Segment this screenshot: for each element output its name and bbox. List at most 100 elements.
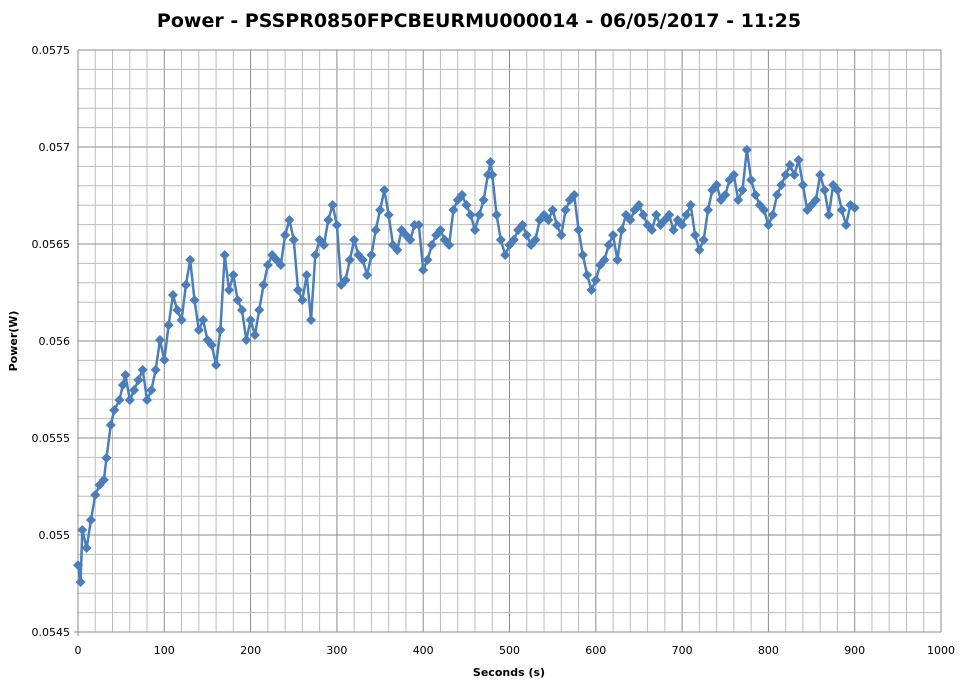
x-tick-label: 200 bbox=[240, 644, 261, 657]
y-axis-title: Power(W) bbox=[7, 311, 20, 372]
data-point bbox=[823, 209, 834, 220]
data-point bbox=[681, 209, 692, 220]
data-point bbox=[586, 284, 597, 295]
data-point bbox=[797, 180, 808, 191]
data-point bbox=[327, 200, 338, 211]
data-point bbox=[77, 524, 88, 535]
data-point bbox=[228, 270, 239, 281]
data-point bbox=[469, 225, 480, 236]
data-point bbox=[815, 169, 826, 180]
data-point bbox=[176, 315, 187, 326]
data-point bbox=[413, 219, 424, 230]
data-point bbox=[832, 185, 843, 196]
data-point bbox=[306, 315, 317, 326]
y-tick-label: 0.0555 bbox=[32, 432, 71, 445]
data-point bbox=[150, 364, 161, 375]
data-point bbox=[677, 219, 688, 230]
data-point bbox=[375, 205, 386, 216]
data-point bbox=[211, 360, 222, 371]
x-tick-label: 600 bbox=[585, 644, 606, 657]
data-point bbox=[603, 239, 614, 250]
data-point bbox=[690, 230, 701, 241]
data-point bbox=[98, 474, 109, 485]
x-tick-label: 100 bbox=[154, 644, 175, 657]
data-point bbox=[236, 304, 247, 315]
data-point bbox=[331, 219, 342, 230]
data-point bbox=[485, 156, 496, 167]
data-point bbox=[172, 304, 183, 315]
data-point bbox=[275, 259, 286, 270]
data-point bbox=[465, 209, 476, 220]
data-point bbox=[180, 279, 191, 290]
data-point bbox=[137, 364, 148, 375]
data-point bbox=[193, 324, 204, 335]
data-point bbox=[810, 194, 821, 205]
data-point bbox=[81, 542, 92, 553]
chart-title: Power - PSSPR0850FPCBEURMU000014 - 06/05… bbox=[157, 10, 801, 32]
x-tick-label: 0 bbox=[75, 644, 82, 657]
x-tick-label: 400 bbox=[413, 644, 434, 657]
y-tick-label: 0.0575 bbox=[32, 44, 71, 57]
data-point bbox=[310, 250, 321, 261]
data-point bbox=[702, 205, 713, 216]
data-point bbox=[784, 160, 795, 171]
data-point bbox=[590, 275, 601, 286]
data-point bbox=[491, 209, 502, 220]
data-point bbox=[573, 225, 584, 236]
data-point bbox=[105, 420, 116, 431]
data-point bbox=[392, 245, 403, 256]
data-point bbox=[569, 189, 580, 200]
data-point bbox=[461, 200, 472, 211]
data-point bbox=[780, 169, 791, 180]
data-point bbox=[366, 250, 377, 261]
data-point bbox=[750, 189, 761, 200]
data-point bbox=[638, 209, 649, 220]
data-point bbox=[101, 452, 112, 463]
data-point bbox=[759, 205, 770, 216]
data-point bbox=[487, 169, 498, 180]
data-point bbox=[772, 189, 783, 200]
data-point bbox=[262, 259, 273, 270]
data-point bbox=[318, 239, 329, 250]
data-point bbox=[733, 194, 744, 205]
data-point bbox=[426, 239, 437, 250]
data-point bbox=[646, 225, 657, 236]
data-point bbox=[556, 230, 567, 241]
data-point bbox=[547, 205, 558, 216]
data-point bbox=[746, 174, 757, 185]
data-point bbox=[258, 279, 269, 290]
data-point bbox=[741, 144, 752, 155]
data-point bbox=[577, 250, 588, 261]
data-point bbox=[124, 394, 135, 405]
data-point bbox=[728, 169, 739, 180]
data-point bbox=[117, 380, 128, 391]
data-point bbox=[767, 209, 778, 220]
data-point bbox=[612, 254, 623, 265]
data-point bbox=[664, 209, 675, 220]
data-point bbox=[224, 284, 235, 295]
data-point bbox=[495, 234, 506, 245]
data-point bbox=[500, 250, 511, 261]
data-point bbox=[633, 200, 644, 211]
data-point bbox=[129, 385, 140, 396]
data-point bbox=[508, 234, 519, 245]
data-point bbox=[185, 254, 196, 265]
x-axis-title: Seconds (s) bbox=[473, 666, 545, 679]
data-point bbox=[776, 180, 787, 191]
data-point bbox=[219, 250, 230, 261]
data-point bbox=[370, 225, 381, 236]
data-point bbox=[288, 234, 299, 245]
series-power bbox=[73, 144, 860, 587]
x-tick-label: 500 bbox=[499, 644, 520, 657]
data-point bbox=[711, 180, 722, 191]
data-point bbox=[73, 560, 83, 571]
data-point bbox=[349, 234, 360, 245]
data-point bbox=[75, 576, 86, 587]
data-point bbox=[241, 335, 252, 346]
data-point bbox=[551, 219, 562, 230]
data-point bbox=[457, 189, 468, 200]
data-point bbox=[293, 284, 304, 295]
data-point bbox=[154, 335, 165, 346]
data-point bbox=[560, 205, 571, 216]
data-point bbox=[159, 355, 170, 366]
